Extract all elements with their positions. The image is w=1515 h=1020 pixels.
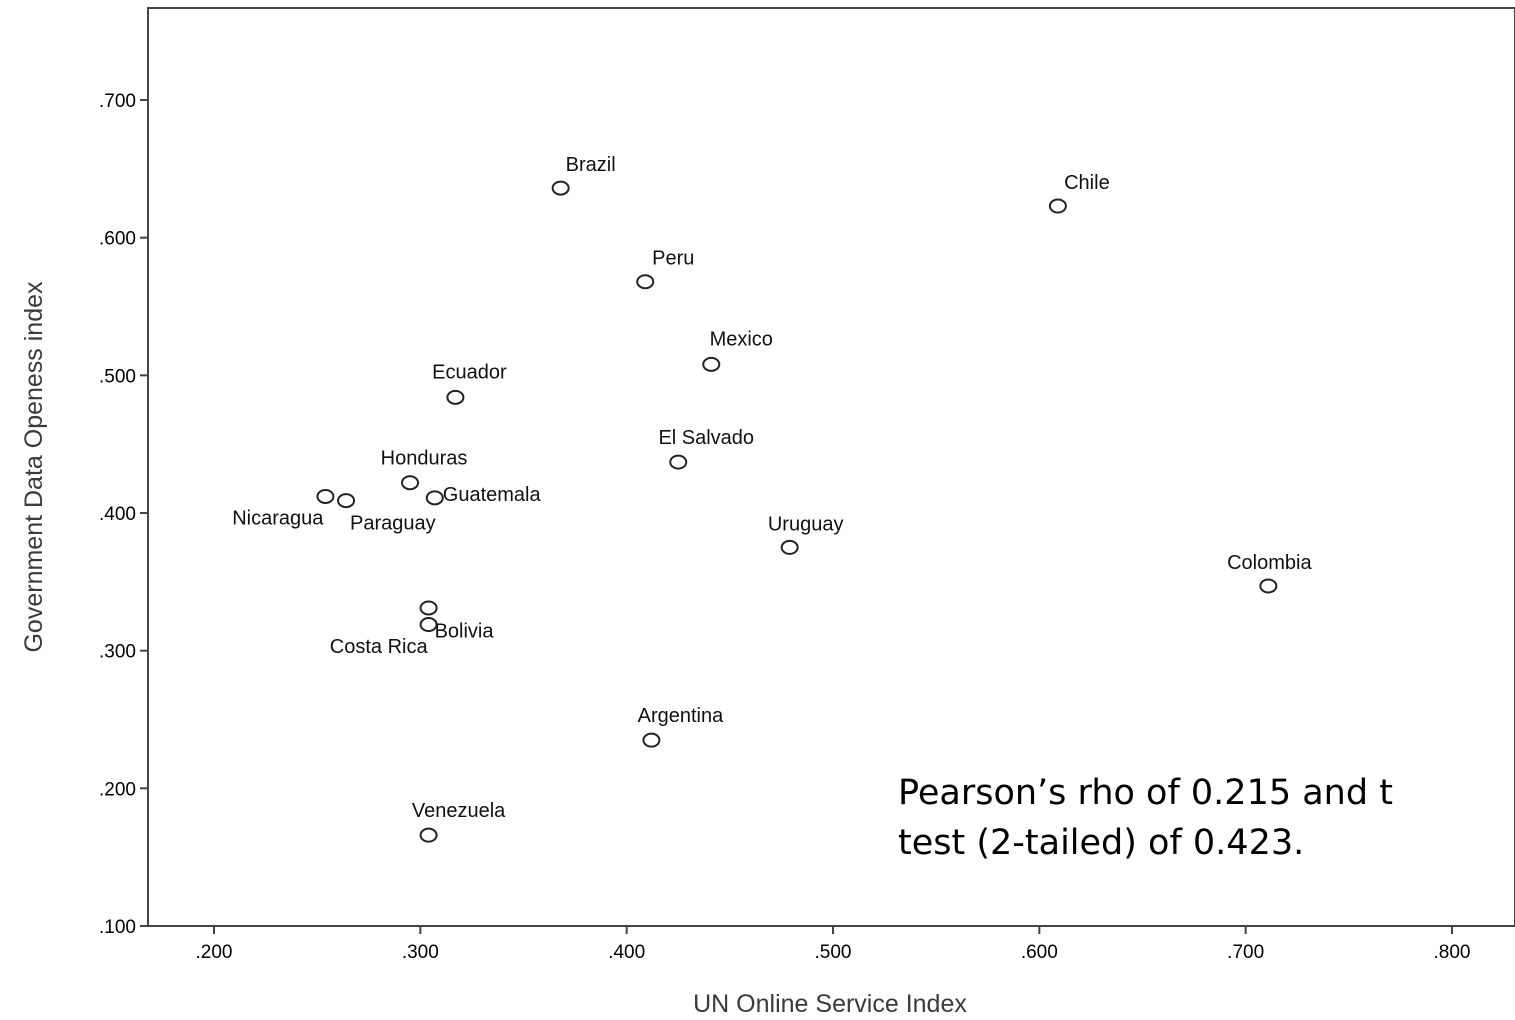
data-point-marker (419, 827, 438, 843)
data-point-label: Colombia (1227, 552, 1312, 574)
data-point-marker (636, 274, 655, 290)
x-tick-label: .400 (608, 942, 645, 963)
data-point-marker (669, 454, 688, 470)
data-point-marker (425, 490, 444, 506)
y-tick-label: .100 (99, 917, 136, 938)
data-point-marker (401, 475, 420, 491)
data-point-label: Peru (652, 248, 694, 270)
y-tick-label: .300 (99, 642, 136, 663)
data-point-marker (702, 356, 721, 372)
y-tick-label: .400 (99, 504, 136, 525)
data-point-marker (1259, 578, 1278, 594)
data-point-label: Brazil (566, 154, 616, 176)
data-point-label: Venezuela (412, 800, 506, 822)
plot-area (147, 7, 1515, 927)
data-point-label: El Salvado (658, 427, 754, 449)
data-point-marker (551, 180, 570, 196)
data-point-marker (446, 389, 465, 405)
x-tick-label: .300 (402, 942, 439, 963)
x-tick-label: .500 (815, 942, 852, 963)
y-tick-label: .700 (99, 91, 136, 112)
data-point-marker (337, 493, 356, 509)
data-point-label: Costa Rica (330, 636, 429, 658)
y-tick-label: .200 (99, 779, 136, 800)
annotation-line-2: test (2-tailed) of 0.423. (898, 823, 1305, 863)
data-point-label: Chile (1064, 172, 1110, 194)
data-point-label: Mexico (710, 328, 773, 350)
x-tick-label: .800 (1434, 942, 1471, 963)
x-tick-label: .200 (196, 942, 233, 963)
annotation-line-1: Pearson’s rho of 0.215 and t (898, 773, 1393, 813)
data-point-marker (1048, 198, 1067, 214)
data-point-label: Guatemala (443, 484, 542, 506)
y-axis-title: Government Data Openess index (20, 281, 48, 653)
x-tick-label: .600 (1021, 942, 1058, 963)
x-tick-label: .700 (1227, 942, 1264, 963)
x-axis: .200 .300 .400 .500 .600 .700 .800 (196, 926, 1471, 963)
data-points: Brazil Chile Peru Mexico Ecuador El Salvado Ho… (232, 154, 1312, 843)
data-point-marker (642, 732, 661, 748)
correlation-annotation: Pearson’s rho of 0.215 and t test (2-tai… (898, 768, 1498, 868)
data-point-marker (316, 488, 335, 504)
y-tick-label: .600 (99, 229, 136, 250)
data-point-label: Bolivia (435, 621, 495, 643)
y-tick-label: .500 (99, 366, 136, 387)
data-point-marker (419, 600, 438, 616)
data-point-label: Nicaragua (232, 507, 324, 529)
y-axis: .100 .200 .300 .400 .500 .600 .700 (99, 91, 148, 938)
data-point-label: Uruguay (768, 513, 844, 535)
data-point-label: Ecuador (432, 361, 507, 383)
data-point-label: Paraguay (350, 513, 436, 535)
data-point-marker (419, 617, 438, 633)
data-point-label: Argentina (638, 705, 724, 727)
data-point-marker (780, 539, 799, 555)
x-axis-title: UN Online Service Index (693, 990, 967, 1018)
data-point-label: Honduras (381, 448, 468, 470)
